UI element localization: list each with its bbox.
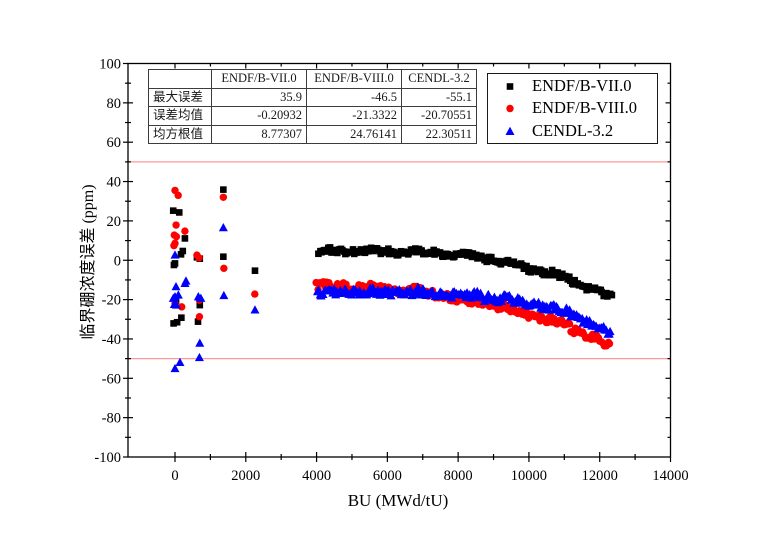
legend-item: CENDL-3.2 bbox=[488, 120, 657, 142]
x-tick-label: 10000 bbox=[511, 468, 547, 484]
y-axis-title: 临界硼浓度误差 (ppm) bbox=[80, 184, 97, 340]
stats-header-row: ENDF/B-VII.0 ENDF/B-VIII.0 CENDL-3.2 bbox=[148, 69, 477, 89]
y-tick-label: 60 bbox=[107, 135, 122, 151]
y-tick-label: -80 bbox=[102, 411, 121, 427]
legend: ENDF/B-VII.0 ENDF/B-VIII.0 CENDL-3.2 bbox=[487, 73, 658, 144]
legend-square-icon bbox=[488, 80, 532, 92]
series-ENDF/B-VIII.0 bbox=[170, 186, 614, 350]
stats-value-cell: -46.5 bbox=[306, 87, 402, 107]
stats-value-cell: 8.77307 bbox=[211, 124, 307, 144]
stats-value-cell: 24.76141 bbox=[306, 124, 402, 144]
y-tick-label: 80 bbox=[107, 96, 122, 112]
y-tick-label: -20 bbox=[102, 293, 121, 309]
series-CENDL-3.2 bbox=[168, 222, 615, 373]
axis-tick-labels: 0 2000 4000 6000 8000 10000 12000 14000 -100 -80 -… bbox=[94, 57, 688, 485]
legend-circle-icon bbox=[488, 102, 532, 114]
stats-row: 均方根值 8.77307 24.76141 22.30511 bbox=[148, 124, 477, 144]
x-tick-label: 2000 bbox=[231, 468, 260, 484]
x-tick-label: 6000 bbox=[373, 468, 402, 484]
stats-row-label: 最大误差 bbox=[148, 87, 212, 107]
stats-value-cell: -20.70551 bbox=[401, 106, 477, 126]
stats-column-header: ENDF/B-VIII.0 bbox=[306, 69, 402, 89]
stats-row: 最大误差 35.9 -46.5 -55.1 bbox=[148, 87, 477, 107]
stats-row-label: 均方根值 bbox=[148, 124, 212, 144]
x-axis-title: BU (MWd/tU) bbox=[347, 491, 449, 510]
x-tick-label: 14000 bbox=[652, 468, 688, 484]
stats-value-cell: 22.30511 bbox=[401, 124, 477, 144]
series-ENDF/B-VII.0 bbox=[169, 186, 616, 327]
stats-row-label: 误差均值 bbox=[148, 106, 212, 126]
data-points bbox=[168, 186, 616, 373]
stats-value-cell: -55.1 bbox=[401, 87, 477, 107]
x-tick-label: 8000 bbox=[444, 468, 473, 484]
y-tick-label: -40 bbox=[102, 332, 121, 348]
y-tick-label: 40 bbox=[107, 175, 122, 191]
stats-value-cell: 35.9 bbox=[211, 87, 307, 107]
x-tick-label: 12000 bbox=[582, 468, 618, 484]
legend-item: ENDF/B-VII.0 bbox=[488, 75, 657, 97]
reference-lines bbox=[128, 161, 671, 360]
stats-table: ENDF/B-VII.0 ENDF/B-VIII.0 CENDL-3.2 最大误差 35… bbox=[148, 69, 477, 144]
legend-label: CENDL-3.2 bbox=[532, 120, 614, 140]
stats-corner-cell bbox=[148, 69, 212, 89]
y-tick-label: 100 bbox=[99, 57, 121, 73]
stats-column-header: ENDF/B-VII.0 bbox=[211, 69, 307, 89]
legend-triangle-icon bbox=[488, 125, 532, 137]
x-tick-label: 0 bbox=[171, 468, 178, 484]
stats-row: 误差均值 -0.20932 -21.3322 -20.70551 bbox=[148, 106, 477, 126]
y-tick-label: -60 bbox=[102, 371, 121, 387]
y-tick-label: 20 bbox=[107, 214, 122, 230]
stats-value-cell: -21.3322 bbox=[306, 106, 402, 126]
y-tick-label: -100 bbox=[94, 450, 121, 466]
stats-value-cell: -0.20932 bbox=[211, 106, 307, 126]
stats-column-header: CENDL-3.2 bbox=[401, 69, 477, 89]
x-tick-label: 4000 bbox=[302, 468, 331, 484]
axes bbox=[123, 62, 672, 462]
legend-item: ENDF/B-VIII.0 bbox=[488, 97, 657, 119]
legend-label: ENDF/B-VIII.0 bbox=[532, 98, 637, 118]
legend-label: ENDF/B-VII.0 bbox=[532, 76, 632, 96]
y-tick-label: 0 bbox=[114, 253, 121, 269]
